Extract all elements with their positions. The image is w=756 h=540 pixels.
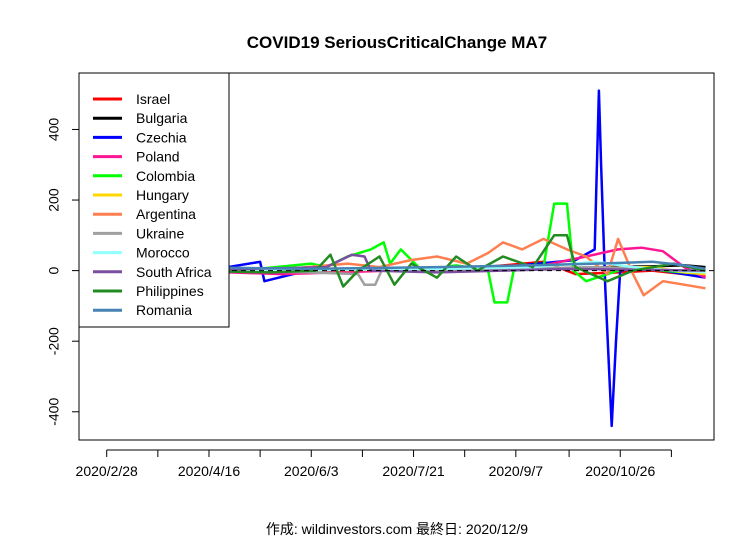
legend-label-czechia: Czechia — [136, 129, 187, 145]
x-axis: 2020/2/28 2020/4/16 2020/6/3 2020/7/21 2020/… — [76, 449, 672, 479]
y-tick-label: 400 — [46, 118, 62, 142]
series-line-colombia — [151, 202, 706, 304]
x-tick-label: 2020/9/7 — [489, 463, 544, 479]
legend-box — [78, 72, 230, 328]
legend-label-colombia: Colombia — [136, 168, 195, 184]
y-tick-label: -200 — [46, 327, 62, 355]
legend-label-philippines: Philippines — [136, 283, 204, 299]
y-tick-label: 0 — [46, 267, 62, 275]
series-lines — [139, 89, 707, 428]
y-axis: -400 -200 0 200 400 — [46, 118, 80, 426]
series-line-philippines — [176, 234, 706, 288]
chart-title: COVID19 SeriousCriticalChange MA7 — [247, 33, 547, 52]
legend-label-romania: Romania — [136, 302, 192, 318]
x-tick-label: 2020/10/26 — [585, 463, 655, 479]
y-tick-label: -400 — [46, 398, 62, 426]
legend-label-argentina: Argentina — [136, 206, 196, 222]
legend-label-ukraine: Ukraine — [136, 225, 184, 241]
legend-label-poland: Poland — [136, 149, 180, 165]
legend-label-bulgaria: Bulgaria — [136, 110, 188, 126]
x-tick-label: 2020/6/3 — [284, 463, 339, 479]
x-tick-label: 2020/4/16 — [178, 463, 240, 479]
legend-label-israel: Israel — [136, 91, 170, 107]
x-tick-label: 2020/7/21 — [382, 463, 444, 479]
legend-label-hungary: Hungary — [136, 187, 189, 203]
series-line-ukraine — [217, 265, 706, 286]
legend-label-south-africa: South Africa — [136, 264, 212, 280]
legend-label-morocco: Morocco — [136, 245, 190, 261]
legend: Israel Bulgaria Czechia Poland Colombia Hunga… — [78, 72, 230, 328]
footer-credit: 作成: wildinvestors.com 最終日: 2020/12/9 — [266, 521, 528, 537]
y-tick-label: 200 — [46, 188, 62, 212]
x-tick-label: 2020/2/28 — [76, 463, 138, 479]
